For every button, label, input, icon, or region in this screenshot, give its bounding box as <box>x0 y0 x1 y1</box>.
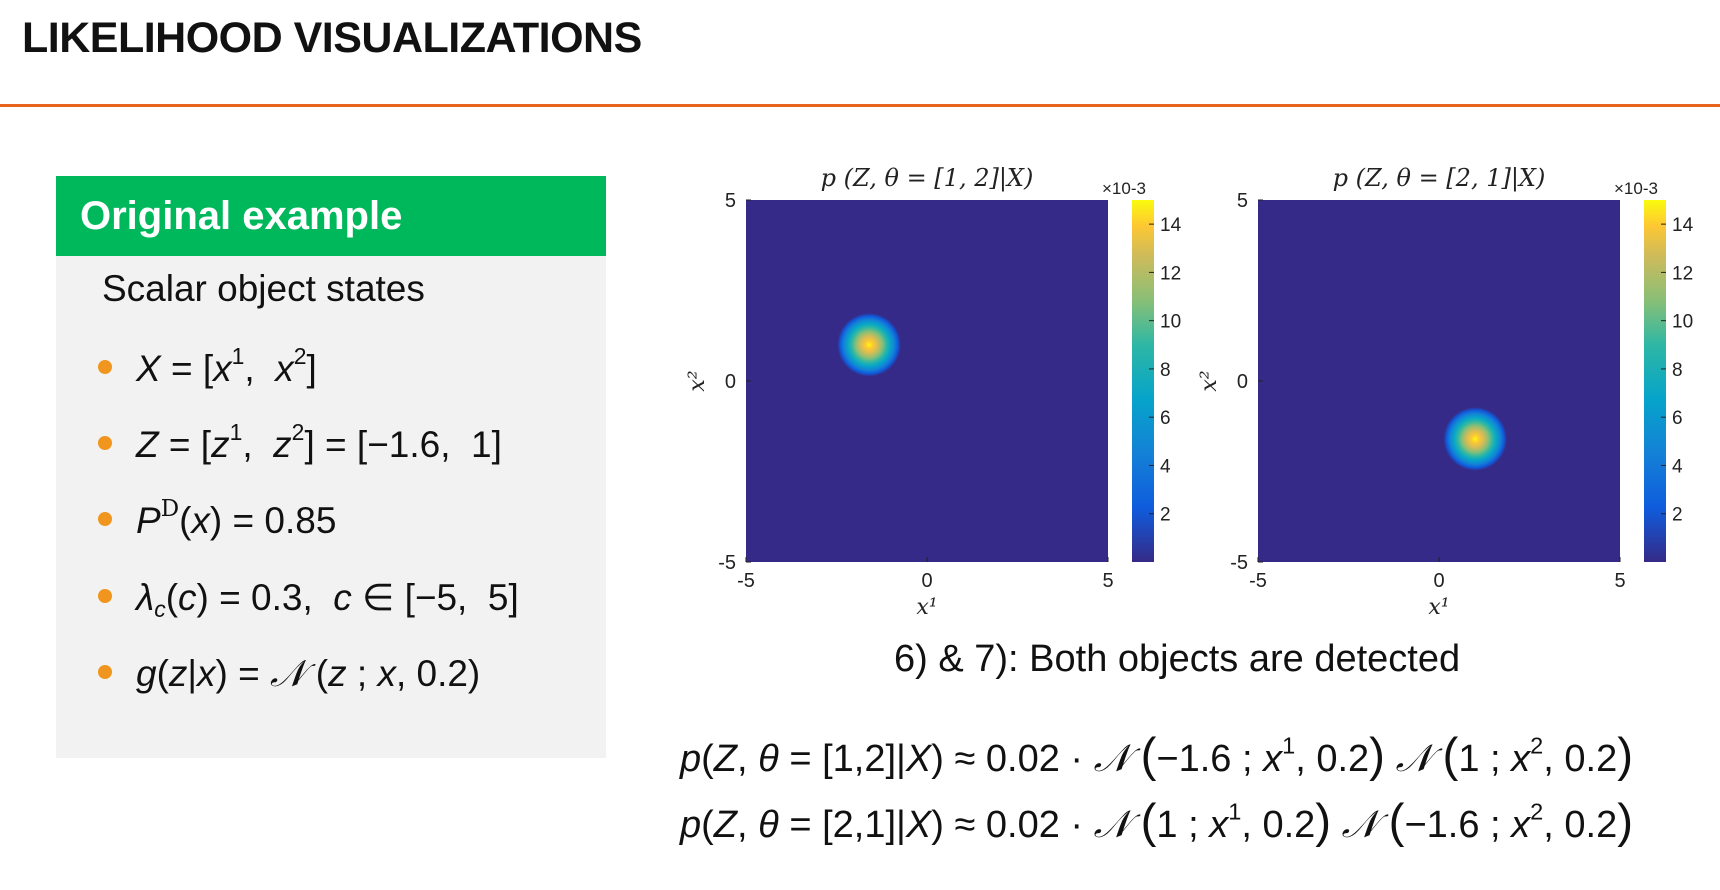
equation-assoc-1-2: p(Z, θ = [1,2]|X) ≈ 0.02 · 𝒩 (−1.6 ; x1,… <box>680 729 1634 782</box>
heatmap-peak <box>837 313 901 377</box>
y-tick-label: -5 <box>718 552 736 574</box>
example-box-header: Original example <box>56 176 606 256</box>
y-axis-label: x² <box>1197 370 1222 391</box>
y-tick-label: -5 <box>1230 552 1248 574</box>
heatmap-plot-area <box>1258 200 1620 562</box>
bullet-dot-icon <box>98 360 112 375</box>
heatmap-title: p (Z, θ = [2, 1]|X) <box>1333 164 1546 193</box>
x-axis-label: x¹ <box>1428 595 1449 620</box>
colorbar-tick-label: 12 <box>1672 263 1693 284</box>
heatmap-plot-area <box>746 200 1108 562</box>
colorbar-multiplier: ×10-3 <box>1614 179 1658 198</box>
colorbar-tick-label: 12 <box>1160 263 1181 284</box>
colorbar-tick-label: 14 <box>1160 215 1182 236</box>
bullet-dot-icon <box>98 512 112 527</box>
colorbar-tick-label: 2 <box>1160 505 1171 526</box>
y-tick-label: 5 <box>1237 190 1248 212</box>
colorbar-tick-label: 14 <box>1672 215 1694 236</box>
colorbar-tick-label: 10 <box>1672 312 1693 333</box>
equation-assoc-2-1: p(Z, θ = [2,1]|X) ≈ 0.02 · 𝒩 (1 ; x1, 0.… <box>680 795 1634 848</box>
example-box-subtitle: Scalar object states <box>102 268 425 309</box>
bullet-dot-icon <box>98 436 112 451</box>
heatmap-charts: p (Z, θ = [1, 2]|X) -5 0 5 5 0 -5 x¹ x² 14 12 10 8 6 4… <box>685 164 1694 620</box>
colorbar-tick-label: 4 <box>1672 456 1683 477</box>
x-tick-label: -5 <box>737 570 755 592</box>
y-axis-label: x² <box>685 370 710 391</box>
y-tick-label: 0 <box>725 371 736 393</box>
bullet-item-states: X = [x1, x2] <box>98 344 317 390</box>
bullet-dot-icon <box>98 589 112 604</box>
colorbar-tick-label: 8 <box>1672 360 1683 381</box>
colorbar-tick-label: 2 <box>1672 505 1683 526</box>
bullet-item-likelihood: g(z|x) = 𝒩 (z ; x, 0.2) <box>98 652 480 696</box>
bullet-item-detection-prob: PD(x) = 0.85 <box>98 497 336 542</box>
x-tick-label: 0 <box>921 570 932 592</box>
heatmap-title: p (Z, θ = [1, 2]|X) <box>821 164 1034 193</box>
colorbar-tick-label: 10 <box>1160 312 1181 333</box>
x-tick-label: 5 <box>1614 570 1625 592</box>
bullet-dot-icon <box>98 665 112 680</box>
example-box: Original example Scalar object states X … <box>56 176 606 758</box>
slide-title: LIKELIHOOD VISUALIZATIONS <box>22 14 642 62</box>
colorbar-tick-label: 4 <box>1160 456 1171 477</box>
x-tick-label: 0 <box>1433 570 1444 592</box>
y-tick-label: 0 <box>1237 371 1248 393</box>
heatmap-peak <box>1443 407 1507 471</box>
caption: 6) & 7): Both objects are detected <box>894 638 1461 680</box>
colorbar-tick-label: 6 <box>1672 408 1683 429</box>
colorbar-tick-label: 6 <box>1160 408 1171 429</box>
y-tick-label: 5 <box>725 190 736 212</box>
colorbar <box>1644 200 1666 562</box>
x-tick-label: 5 <box>1102 570 1113 592</box>
colorbar-tick-label: 8 <box>1160 360 1171 381</box>
bullet-item-measurements: Z = [z1, z2] = [−1.6, 1] <box>98 420 502 466</box>
colorbar <box>1132 200 1154 562</box>
colorbar-multiplier: ×10-3 <box>1102 179 1146 198</box>
title-divider <box>0 104 1720 107</box>
x-tick-label: -5 <box>1249 570 1267 592</box>
x-axis-label: x¹ <box>916 595 937 620</box>
bullet-item-clutter: λc(c) = 0.3, c ∈ [−5, 5] <box>98 576 519 620</box>
